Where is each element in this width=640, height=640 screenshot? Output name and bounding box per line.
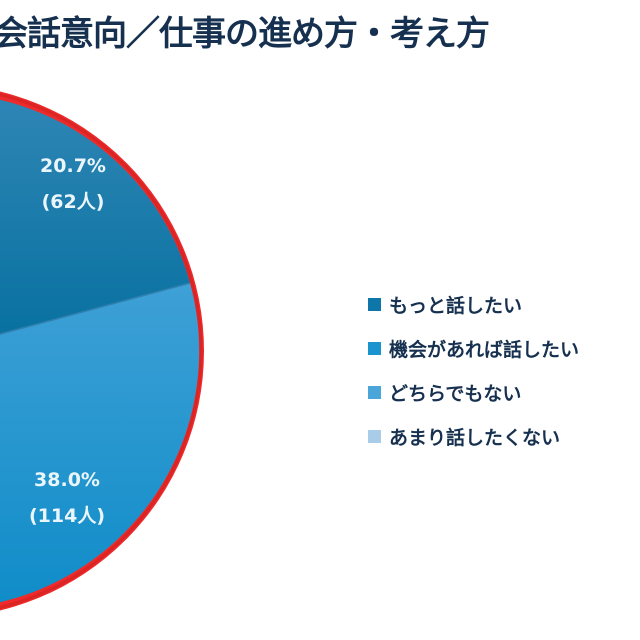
slice2-label: 38.0% (114人) [12, 462, 122, 534]
legend-item-dochira: どちらでもない [368, 370, 579, 414]
legend-item-amari: あまり話したくない [368, 414, 579, 458]
pie-slice-kikai [0, 283, 200, 603]
slice1-count: (62人) [41, 191, 105, 213]
legend-swatch [368, 297, 381, 311]
slice2-count: (114人) [28, 505, 106, 527]
pie-slice-motto [0, 99, 190, 335]
legend-swatch [368, 429, 381, 443]
chart-title: 会話意向／仕事の進め方・考え方 [0, 14, 490, 54]
legend-swatch [368, 385, 381, 399]
legend: もっと話したい 機会があれば話したい どちらでもない あまり話したくない [368, 282, 579, 458]
slice1-percent: 20.7% [40, 155, 106, 177]
legend-swatch [368, 341, 381, 355]
slice1-label: 20.7% (62人) [18, 148, 128, 220]
legend-item-kikai: 機会があれば話したい [368, 326, 579, 370]
legend-item-motto: もっと話したい [368, 282, 579, 326]
slice2-percent: 38.0% [34, 469, 100, 491]
